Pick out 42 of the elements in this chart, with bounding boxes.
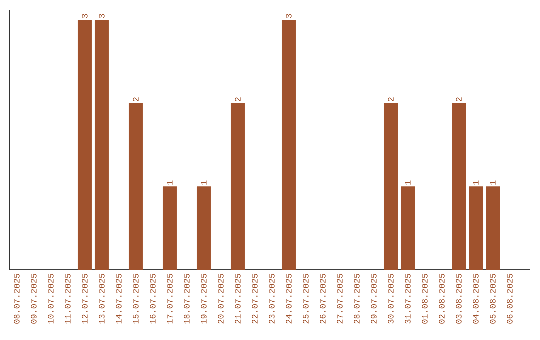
x-tick-label: 24.07.2025	[286, 274, 292, 324]
x-tick-label: 10.07.2025	[48, 274, 54, 324]
data-label: 3	[99, 14, 105, 18]
x-tick-label: 19.07.2025	[201, 274, 207, 324]
data-label: 1	[405, 180, 411, 185]
x-tick-label: 08.07.2025	[14, 274, 20, 324]
x-tick-label: 20.07.2025	[218, 274, 224, 324]
data-label: 1	[473, 180, 479, 185]
x-tick-label: 18.07.2025	[184, 274, 190, 324]
x-tick-label: 04.08.2025	[473, 274, 479, 324]
x-tick-label: 17.07.2025	[167, 274, 173, 324]
x-tick-label: 16.07.2025	[150, 274, 156, 324]
x-tick-label: 23.07.2025	[269, 274, 275, 324]
data-label: 2	[388, 98, 394, 102]
x-tick-label: 21.07.2025	[235, 274, 241, 324]
data-label: 1	[201, 180, 207, 185]
x-tick-label: 31.07.2025	[405, 274, 411, 324]
x-tick-label: 09.07.2025	[31, 274, 37, 324]
x-tick-label: 03.08.2025	[456, 274, 462, 324]
data-label: 2	[235, 98, 241, 102]
x-tick-label: 12.07.2025	[82, 274, 88, 324]
data-label: 3	[286, 14, 292, 18]
x-tick-label: 13.07.2025	[99, 274, 105, 324]
x-tick-label: 01.08.2025	[422, 274, 428, 324]
x-tick-label: 14.07.2025	[116, 274, 122, 324]
data-label: 2	[133, 98, 139, 102]
x-tick-label: 06.08.2025	[507, 274, 513, 324]
x-tick-label: 25.07.2025	[303, 274, 309, 324]
x-tick-label: 29.07.2025	[371, 274, 377, 324]
data-label: 2	[456, 98, 462, 102]
x-tick-label: 22.07.2025	[252, 274, 258, 324]
data-label: 1	[490, 180, 496, 185]
x-tick-label: 11.07.2025	[65, 274, 71, 324]
x-tick-label: 05.08.2025	[490, 274, 496, 324]
x-tick-label: 15.07.2025	[133, 274, 139, 324]
x-tick-label: 28.07.2025	[354, 274, 360, 324]
x-tick-label: 02.08.2025	[439, 274, 445, 324]
data-label: 1	[167, 180, 173, 185]
x-tick-label: 27.07.2025	[337, 274, 343, 324]
data-label: 3	[82, 14, 88, 18]
x-tick-label: 30.07.2025	[388, 274, 394, 324]
x-tick-label: 26.07.2025	[320, 274, 326, 324]
